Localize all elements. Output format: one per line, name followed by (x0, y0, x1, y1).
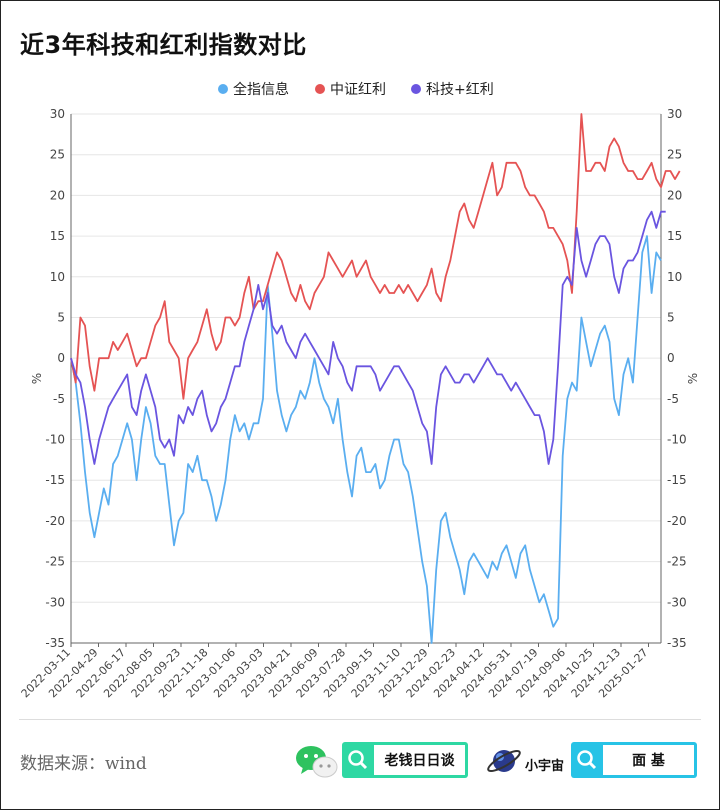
site-search-box[interactable]: 面 基 (571, 742, 697, 778)
y-tick-label-right: -5 (667, 392, 679, 406)
series-line-3 (70, 210, 666, 465)
y-tick-label-left: 5 (57, 310, 65, 324)
legend-label-2: 中证红利 (330, 82, 386, 98)
y-tick-label-left: 20 (50, 188, 65, 202)
y-tick-label-right: -30 (667, 595, 687, 609)
y-tick-label-left: -10 (45, 433, 65, 447)
legend-marker-1 (218, 84, 228, 94)
y-tick-label-right: 15 (667, 229, 682, 243)
search-icon (348, 750, 368, 770)
divider (19, 719, 701, 720)
y-tick-label-right: -25 (667, 555, 687, 569)
y-tick-label-left: -30 (45, 595, 65, 609)
y-tick-label-right: -15 (667, 473, 687, 487)
y-tick-label-left: 25 (50, 148, 65, 162)
legend-label-3: 科技+红利 (426, 82, 494, 98)
y-tick-label-left: -25 (45, 555, 65, 569)
podcast-site-name: 小宇宙 (525, 759, 565, 774)
legend-label-1: 全指信息 (233, 81, 289, 98)
y-tick-label-right: 10 (667, 270, 682, 284)
y-tick-label-left: -35 (45, 636, 65, 650)
legend-marker-3 (411, 84, 421, 94)
y-tick-label-left: 10 (50, 270, 65, 284)
series-line-1 (70, 235, 662, 644)
y-tick-label-left: 0 (57, 351, 65, 365)
y-tick-label-right: 25 (667, 148, 682, 162)
y-tick-label-right: -10 (667, 433, 687, 447)
y-tick-label-right: -20 (667, 514, 687, 528)
y-tick-label-right: 0 (667, 351, 675, 365)
legend-marker-2 (315, 84, 325, 94)
y-tick-label-right: 30 (667, 107, 682, 121)
y-axis-label-right: % (686, 373, 700, 384)
y-axis-label-left: % (30, 373, 44, 384)
wechat-account-name: 老钱日日谈 (374, 745, 465, 775)
y-tick-label-left: 30 (50, 107, 65, 121)
y-tick-label-left: 15 (50, 229, 65, 243)
wechat-icon[interactable] (295, 743, 339, 779)
y-tick-label-left: -20 (45, 514, 65, 528)
line-chart: 30 30 25 25 20 20 15 15 10 10 5 5 0 0 -5 -5 -10 -10 -15 -15… (19, 81, 700, 700)
y-tick-label-left: -15 (45, 473, 65, 487)
y-tick-label-left: -5 (53, 392, 65, 406)
page-title: 近3年科技和红利指数对比 (20, 31, 307, 59)
wechat-search-box[interactable]: 老钱日日谈 (342, 742, 468, 778)
planet-logo-icon[interactable] (485, 744, 523, 778)
search-keyword: 面 基 (603, 745, 694, 775)
y-tick-label-right: -35 (667, 636, 687, 650)
y-tick-label-right: 5 (667, 310, 675, 324)
series-line-2 (70, 113, 681, 400)
data-source-note: 数据来源：wind (20, 754, 147, 774)
search-icon (577, 750, 597, 770)
y-tick-label-right: 20 (667, 188, 682, 202)
